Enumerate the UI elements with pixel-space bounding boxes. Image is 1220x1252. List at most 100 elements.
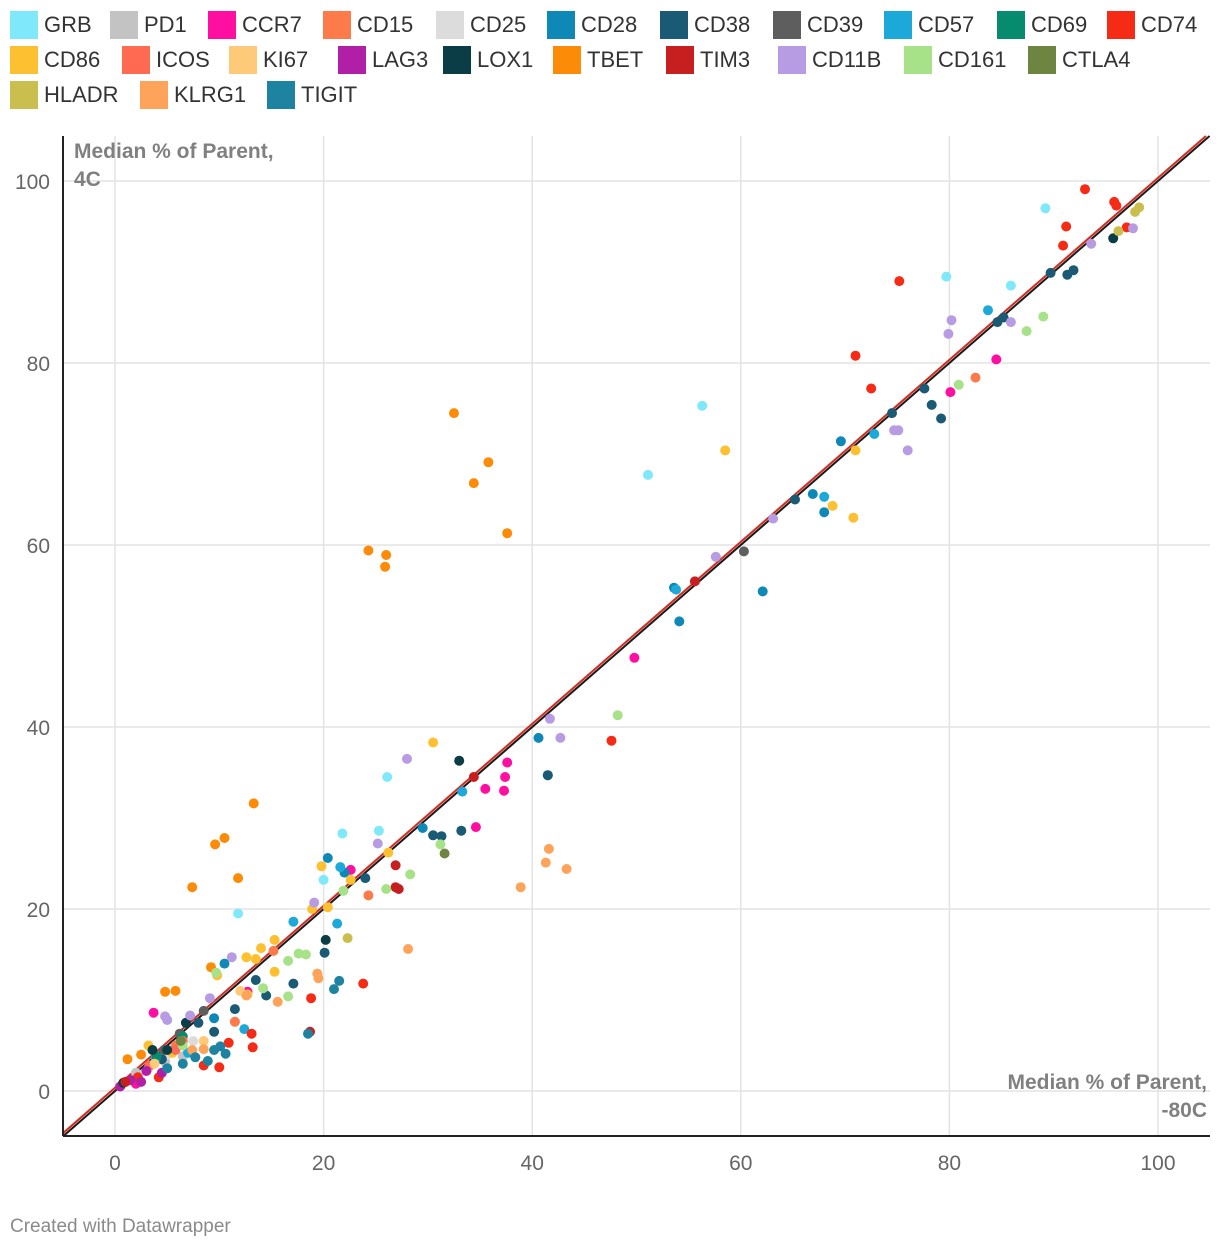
point-cd11b — [204, 993, 215, 1004]
point-cd11b — [1005, 317, 1016, 328]
series-cd57 — [150, 305, 993, 1064]
series-grb — [233, 203, 1051, 919]
point-cd28 — [219, 958, 230, 969]
point-cd38 — [288, 978, 299, 989]
legend-swatch — [778, 46, 806, 74]
point-grb — [318, 874, 329, 885]
point-cd161 — [381, 884, 392, 894]
point-cd161 — [283, 955, 294, 966]
point-cd86 — [256, 943, 266, 954]
point-tbet — [170, 985, 181, 996]
point-cd38 — [250, 975, 261, 985]
legend-swatch — [773, 11, 801, 39]
point-tbet — [363, 545, 374, 556]
point-cd11b — [1128, 223, 1138, 234]
point-cd86 — [241, 952, 252, 963]
x-tick-label: 20 — [312, 1152, 335, 1175]
legend-label: ICOS — [156, 47, 210, 72]
legend-label: TIGIT — [301, 82, 358, 107]
legend-label: PD1 — [144, 12, 187, 37]
point-lox1 — [454, 755, 465, 766]
point-cd74 — [306, 993, 317, 1004]
legend-swatch — [904, 46, 932, 74]
point-cd15 — [363, 890, 374, 901]
point-cd38 — [428, 830, 439, 841]
point-cd28 — [417, 823, 428, 833]
legend-label: KI67 — [263, 47, 309, 72]
point-klrg1 — [313, 973, 324, 984]
legend-item-lag3: LAG3 — [338, 45, 428, 75]
point-tim3 — [393, 884, 404, 894]
point-hladr — [1130, 206, 1141, 217]
point-tbet — [160, 986, 171, 997]
legend-item-cd86: CD86 — [10, 45, 100, 75]
point-tbet — [380, 561, 391, 572]
point-lox1 — [1108, 233, 1119, 244]
point-klrg1 — [403, 944, 414, 954]
point-cd86 — [383, 847, 394, 858]
series-cd74 — [132, 184, 1132, 1083]
point-cd57 — [239, 1024, 250, 1035]
data-points — [115, 184, 1145, 1092]
point-cd11b — [902, 445, 913, 456]
legend-swatch — [436, 11, 464, 39]
axis-labels: Median % of Parent, 4C Median % of Paren… — [74, 140, 1207, 1122]
y-axis-label-line-2: 4C — [74, 168, 101, 191]
point-cd161 — [1038, 311, 1049, 322]
point-tigit — [220, 1048, 231, 1059]
point-cd39 — [738, 546, 749, 557]
point-tigit — [303, 1028, 313, 1039]
legend-item-cd161: CD161 — [904, 45, 1006, 75]
point-cd15 — [970, 372, 981, 383]
point-ccr7 — [945, 387, 956, 398]
legend-item-icos: ICOS — [122, 45, 210, 75]
series-klrg1 — [187, 843, 572, 1055]
point-cd15 — [268, 945, 279, 956]
point-grb — [233, 908, 244, 919]
legend-swatch — [666, 46, 694, 74]
point-cd86 — [322, 902, 333, 913]
point-grb — [941, 271, 952, 282]
point-cd38 — [319, 947, 330, 958]
point-klrg1 — [561, 864, 572, 874]
point-tigit — [177, 1058, 188, 1069]
point-lox1 — [162, 1045, 173, 1055]
y-tick-label: 0 — [38, 1081, 50, 1104]
point-cd38 — [887, 408, 897, 419]
legend-label: HLADR — [44, 82, 119, 107]
legend-swatch — [323, 11, 351, 39]
point-cd28 — [674, 616, 685, 627]
point-tim3 — [468, 772, 479, 782]
legend-item-hladr: HLADR — [10, 80, 119, 110]
legend-label: CCR7 — [242, 12, 302, 37]
point-tigit — [329, 984, 339, 995]
x-axis-label-line-1: Median % of Parent, — [1007, 1071, 1207, 1094]
point-cd74 — [1058, 240, 1069, 251]
point-cd74 — [850, 350, 861, 361]
legend-swatch — [10, 11, 38, 39]
legend-swatch — [660, 11, 688, 39]
point-cd161 — [293, 948, 304, 959]
point-cd38 — [542, 770, 553, 781]
point-grb — [382, 772, 393, 782]
series-ccr7 — [130, 354, 1002, 1089]
footer-credit: Created with Datawrapper — [10, 1216, 231, 1237]
point-cd74 — [247, 1042, 258, 1053]
point-cd38 — [360, 873, 371, 884]
point-ki67 — [149, 1058, 160, 1069]
point-cd86 — [269, 966, 280, 977]
series-tigit — [162, 975, 345, 1074]
legend-label: TIM3 — [700, 47, 751, 72]
point-cd161 — [258, 983, 269, 994]
legend-swatch — [10, 81, 38, 109]
point-ki67 — [198, 1036, 209, 1046]
legend-item-cd11b: CD11B — [778, 45, 881, 75]
legend-item-tbet: TBET — [553, 45, 643, 75]
legend-item-ccr7: CCR7 — [208, 10, 302, 40]
point-cd74 — [1080, 184, 1090, 195]
y-tick-label: 40 — [27, 717, 50, 740]
gridlines — [63, 136, 1210, 1136]
legend-item-ki67: KI67 — [229, 45, 308, 75]
point-cd86 — [269, 934, 280, 945]
legend-item-cd57: CD57 — [884, 10, 974, 40]
